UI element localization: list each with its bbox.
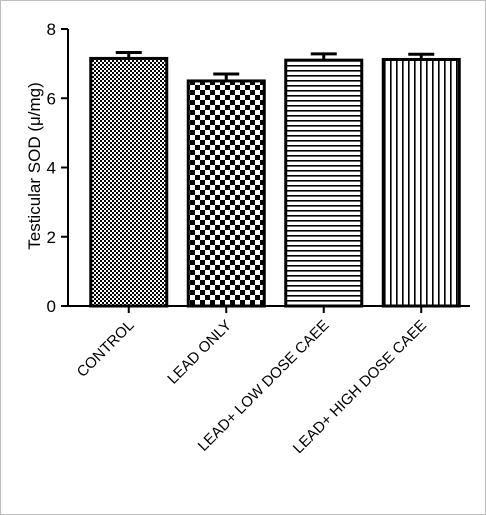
y-tick-label: 8 xyxy=(47,20,56,39)
bar xyxy=(383,59,459,306)
bar xyxy=(91,58,167,306)
x-tick-label: CONTROL xyxy=(74,317,138,381)
y-tick-label: 6 xyxy=(47,89,56,108)
y-axis: 0 2 4 6 8 xyxy=(47,20,68,316)
bar xyxy=(286,60,362,306)
bars xyxy=(91,53,460,306)
y-axis-title: Testicular SOD (μ/mg) xyxy=(25,82,44,250)
y-tick-label: 2 xyxy=(47,228,56,247)
x-tick-label: LEAD ONLY xyxy=(164,317,235,388)
y-tick-label: 4 xyxy=(47,159,56,178)
bar xyxy=(188,81,264,306)
y-tick-label: 0 xyxy=(47,297,56,316)
